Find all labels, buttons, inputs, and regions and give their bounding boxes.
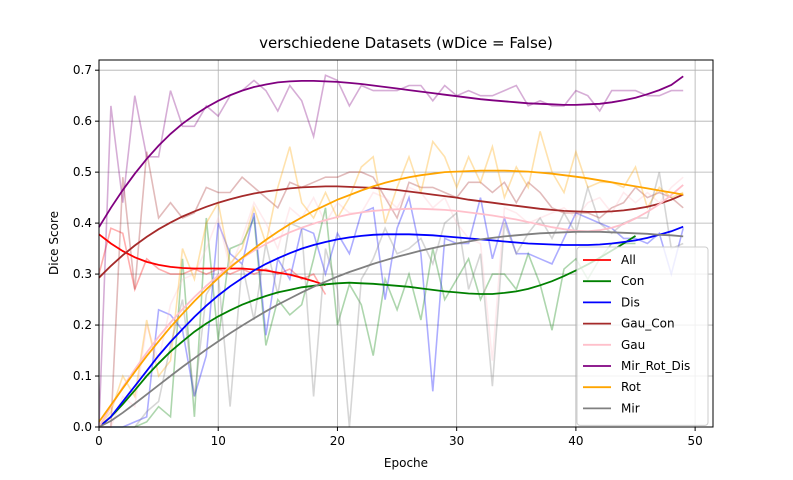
y-axis-label: Dice Score: [47, 211, 61, 275]
x-tick-label: 30: [449, 434, 464, 448]
legend-box: [576, 246, 709, 426]
legend-label: Rot: [621, 380, 641, 394]
y-tick-label: 0.3: [73, 267, 92, 281]
x-tick-label: 50: [687, 434, 702, 448]
y-axis-ticks: 0.0 0.1 0.2 0.3 0.4 0.5 0.6 0.7: [73, 63, 99, 434]
fit-line-rot: [98, 169, 684, 423]
raw-line-gau_con: [99, 151, 684, 428]
raw-line-rot: [98, 131, 684, 428]
legend: All Con Dis Gau_Con Gau Mir_Rot_Dis Rot Mir: [576, 246, 709, 426]
legend-label: Con: [621, 274, 644, 288]
fit-line-mir: [98, 230, 684, 428]
fit-line-mir_rot_dis: [98, 75, 684, 228]
raw-series-lines: [98, 74, 684, 428]
fit-line-all: [98, 233, 326, 287]
plot-area-frame: [98, 59, 714, 428]
raw-line-con: [99, 207, 636, 428]
y-tick-label: 0.2: [73, 318, 92, 332]
fit-line-con: [98, 235, 636, 428]
raw-line-dis: [99, 194, 684, 428]
y-tick-label: 0.4: [73, 216, 92, 230]
y-tick-label: 0.7: [73, 63, 92, 77]
legend-label: Gau_Con: [621, 317, 675, 331]
legend-label: Mir_Rot_Dis: [621, 359, 690, 373]
fit-line-dis: [98, 225, 684, 428]
y-tick-label: 0.6: [73, 114, 92, 128]
raw-line-gau: [99, 176, 684, 428]
fit-series-lines: [98, 75, 684, 428]
y-tick-label: 0.5: [73, 165, 92, 179]
chart-title: verschiedene Datasets (wDice = False): [259, 34, 553, 52]
legend-label: All: [621, 253, 636, 267]
raw-line-mir: [99, 171, 684, 428]
raw-line-all: [98, 227, 327, 295]
x-axis-label: Epoche: [384, 456, 428, 470]
fit-line-gau_con: [98, 185, 684, 279]
x-tick-label: 10: [211, 434, 226, 448]
legend-label: Gau: [621, 338, 645, 352]
legend-label: Dis: [621, 295, 640, 309]
x-tick-label: 40: [568, 434, 583, 448]
y-tick-label: 0.0: [73, 420, 92, 434]
x-tick-label: 20: [330, 434, 345, 448]
raw-line-mir_rot_dis: [98, 74, 684, 428]
y-tick-label: 0.1: [73, 369, 92, 383]
legend-label: Mir: [621, 401, 640, 415]
x-axis-ticks: 0 10 20 30 40 50: [95, 427, 703, 448]
x-tick-label: 0: [95, 434, 103, 448]
